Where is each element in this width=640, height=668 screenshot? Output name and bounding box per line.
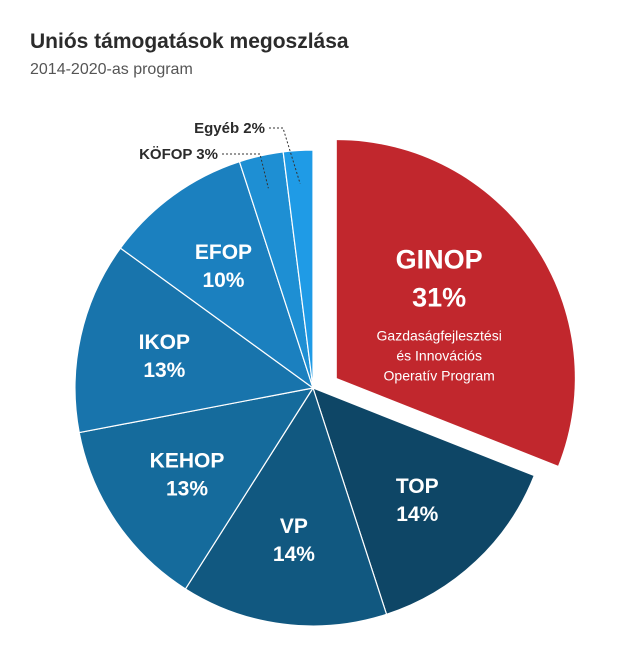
slice-value-kehop: 13% bbox=[166, 478, 208, 501]
slice-name-ikop: IKOP bbox=[139, 331, 190, 354]
chart-title: Uniós támogatások megoszlása bbox=[30, 30, 349, 53]
leader-line-kofop bbox=[222, 153, 269, 189]
pie-slice-ginop bbox=[336, 140, 575, 466]
slice-name-kehop: KEHOP bbox=[150, 450, 225, 473]
slice-name-vp: VP bbox=[280, 515, 308, 538]
slice-description-ginop-0: Gazdaságfejlesztési bbox=[377, 328, 502, 344]
pie-slice-egyeb bbox=[282, 149, 314, 389]
pie-slice-vp bbox=[184, 386, 388, 627]
slice-value-top: 14% bbox=[396, 503, 438, 526]
slice-value-ginop: 31% bbox=[412, 283, 466, 313]
pie-slice-ikop bbox=[74, 247, 315, 434]
slice-value-ikop: 13% bbox=[143, 359, 185, 382]
slice-value-efop: 10% bbox=[202, 269, 244, 292]
slice-description-ginop-2: Operatív Program bbox=[384, 368, 495, 384]
chart-subtitle: 2014-2020-as program bbox=[30, 61, 193, 78]
pie-slice-kehop bbox=[78, 387, 315, 590]
slice-value-vp: 14% bbox=[273, 543, 315, 566]
pie-slice-efop bbox=[119, 160, 315, 390]
slice-outside-label-egyeb: Egyéb 2% bbox=[194, 120, 265, 137]
slice-outside-label-kofop: KÖFOP 3% bbox=[139, 146, 218, 163]
slice-name-top: TOP bbox=[396, 475, 439, 498]
slice-name-ginop: GINOP bbox=[396, 245, 483, 275]
leader-line-egyeb bbox=[269, 127, 301, 184]
slice-description-ginop-1: és Innovációs bbox=[396, 348, 482, 364]
slice-name-efop: EFOP bbox=[195, 241, 252, 264]
